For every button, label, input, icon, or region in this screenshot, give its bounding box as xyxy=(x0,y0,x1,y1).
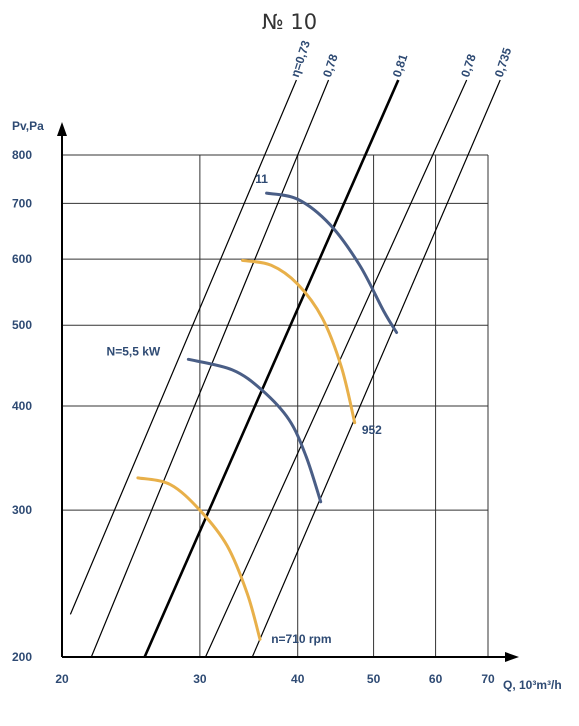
efficiency-line xyxy=(251,79,501,657)
y-axis-label: Pv,Pa xyxy=(12,119,44,133)
y-tick-label: 500 xyxy=(12,318,32,332)
x-axis-label: Q, 10³m³/h xyxy=(503,678,562,692)
performance-curve xyxy=(265,191,399,335)
performance-curves xyxy=(136,191,399,641)
efficiency-label: 0,735 xyxy=(492,46,515,79)
efficiency-label: 0,78 xyxy=(320,52,341,79)
labels: 11 952 N=5,5 kW n=710 rpm xyxy=(107,172,383,646)
page-title: № 10 xyxy=(261,10,318,34)
efficiency-line xyxy=(143,79,400,657)
y-tick-label: 200 xyxy=(12,650,32,664)
y-tick-label: 400 xyxy=(12,399,32,413)
axes: 200 300 400 500 600 700 800 20 30 40 50 60 70 Pv,Pa Q,… xyxy=(12,119,562,692)
efficiency-label: η=0,73 xyxy=(288,38,313,78)
y-tick-label: 600 xyxy=(12,252,32,266)
x-tick-label: 60 xyxy=(429,672,443,686)
curve-annotation: n=710 rpm xyxy=(271,632,331,646)
y-tick-label: 700 xyxy=(12,196,32,210)
x-tick-label: 70 xyxy=(481,672,495,686)
x-tick-label: 40 xyxy=(291,672,305,686)
performance-curve xyxy=(136,476,262,641)
y-tick-label: 800 xyxy=(12,148,32,162)
curve-annotation: N=5,5 kW xyxy=(107,344,161,358)
efficiency-line xyxy=(204,79,468,657)
x-tick-label: 20 xyxy=(55,672,69,686)
x-tick-label: 50 xyxy=(367,672,381,686)
y-axis-arrow xyxy=(57,122,67,136)
performance-curve xyxy=(186,357,323,504)
y-tick-label: 300 xyxy=(12,503,32,517)
x-axis-arrow xyxy=(505,652,519,662)
efficiency-line xyxy=(69,79,297,615)
efficiency-line xyxy=(90,79,330,657)
curve-annotation: 952 xyxy=(362,423,382,437)
efficiency-label: 0,78 xyxy=(458,52,479,79)
curve-annotation: 11 xyxy=(255,172,268,186)
grid xyxy=(62,154,489,657)
performance-curve xyxy=(240,258,357,425)
efficiency-label: 0,81 xyxy=(390,52,411,79)
x-tick-label: 30 xyxy=(193,672,207,686)
